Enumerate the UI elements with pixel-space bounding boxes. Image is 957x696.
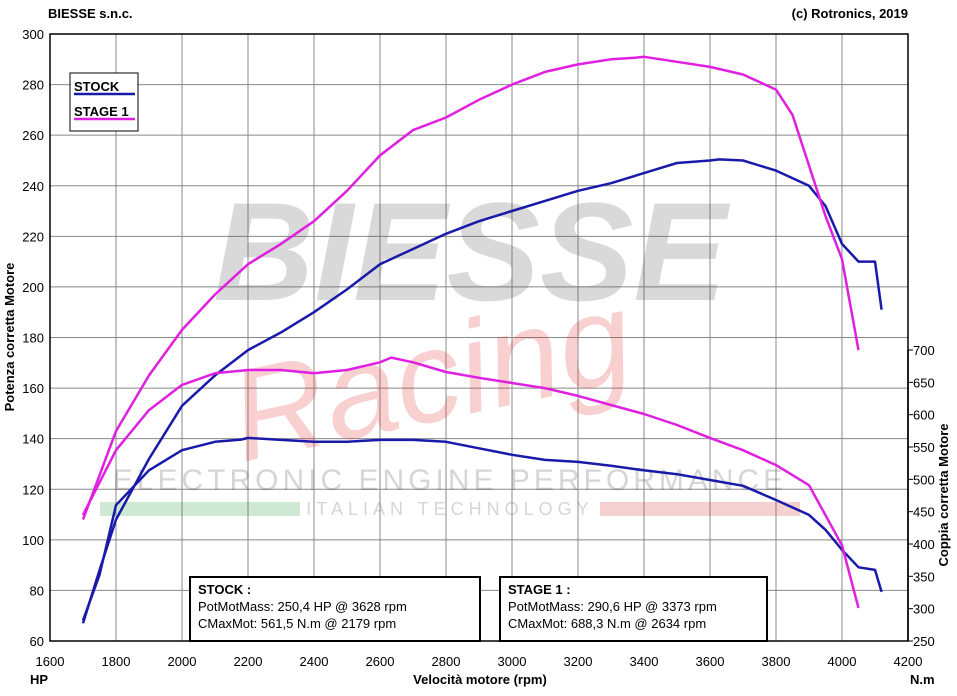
- x-tick-label: 1800: [102, 654, 131, 669]
- info-box: STOCK : PotMotMass: 250,4 HP @ 3628 rpm CM…: [189, 576, 481, 642]
- x-tick-label: 2000: [168, 654, 197, 669]
- x-tick-label: 1600: [36, 654, 65, 669]
- y-tick-label: 100: [22, 533, 44, 548]
- x-tick-label: 3400: [630, 654, 659, 669]
- info-line: PotMotMass: 290,6 HP @ 3373 rpm: [508, 599, 717, 614]
- legend-label: STOCK: [74, 79, 120, 94]
- y2-tick-label: 350: [913, 569, 935, 584]
- y2-tick-label: 550: [913, 440, 935, 455]
- x-tick-label: 2600: [366, 654, 395, 669]
- series-line: [81, 55, 860, 521]
- info-title: STAGE 1 :: [508, 582, 571, 597]
- info-box: STAGE 1 : PotMotMass: 290,6 HP @ 3373 rpm…: [499, 576, 768, 642]
- y2-tick-label: 400: [913, 537, 935, 552]
- y-tick-label: 300: [22, 27, 44, 42]
- y2-tick-label: 450: [913, 505, 935, 520]
- x-tick-label: 4200: [894, 654, 923, 669]
- info-frame: [189, 576, 481, 642]
- y-tick-label: 220: [22, 229, 44, 244]
- watermark-stripe: [600, 502, 800, 516]
- info-line: CMaxMot: 561,5 N.m @ 2179 rpm: [198, 616, 396, 631]
- x-unit: HP: [30, 672, 48, 687]
- legend-label: STAGE 1: [74, 104, 129, 119]
- y-axis-label: Potenza corretta Motore: [2, 263, 17, 412]
- y-tick-label: 80: [30, 583, 44, 598]
- y-tick-label: 120: [22, 482, 44, 497]
- watermark-stripe: [100, 502, 300, 516]
- y-tick-label: 280: [22, 78, 44, 93]
- info-line: PotMotMass: 250,4 HP @ 3628 rpm: [198, 599, 407, 614]
- x-tick-label: 3000: [498, 654, 527, 669]
- y2-tick-label: 650: [913, 375, 935, 390]
- y2-tick-label: 300: [913, 602, 935, 617]
- chart-title: BIESSE s.n.c.: [48, 6, 133, 21]
- y2-tick-label: 250: [913, 634, 935, 649]
- watermark-logo: BIESSE: [213, 173, 730, 330]
- info-title: STOCK :: [198, 582, 251, 597]
- series-line: [81, 356, 860, 609]
- watermark-tagline: ELECTRONIC ENGINE PERFORMANCE: [113, 464, 787, 497]
- y-tick-label: 140: [22, 432, 44, 447]
- chart-subtitle: (c) Rotronics, 2019: [792, 6, 908, 21]
- y-tick-label: 180: [22, 331, 44, 346]
- series-line: [81, 158, 883, 624]
- y2-axis-label: Coppia corretta Motore: [936, 423, 951, 566]
- y-tick-label: 260: [22, 128, 44, 143]
- y-tick-label: 200: [22, 280, 44, 295]
- y-tick-label: 60: [30, 634, 44, 649]
- y-tick-label: 240: [22, 179, 44, 194]
- y2-tick-label: 700: [913, 343, 935, 358]
- x-tick-label: 2800: [432, 654, 461, 669]
- x-tick-label: 2400: [300, 654, 329, 669]
- info-frame: [499, 576, 768, 642]
- info-line: CMaxMot: 688,3 N.m @ 2634 rpm: [508, 616, 706, 631]
- x-tick-label: 4000: [828, 654, 857, 669]
- legend: STOCK STAGE 1: [69, 72, 139, 132]
- x-tick-label: 3600: [696, 654, 725, 669]
- y-tick-label: 160: [22, 381, 44, 396]
- y2-tick-label: 500: [913, 472, 935, 487]
- x-tick-label: 2200: [234, 654, 263, 669]
- y2-tick-label: 600: [913, 408, 935, 423]
- y2-unit: N.m: [910, 672, 935, 687]
- x-tick-label: 3800: [762, 654, 791, 669]
- watermark-subtag: ITALIAN TECHNOLOGY: [306, 499, 593, 519]
- legend-box: [69, 72, 139, 132]
- x-axis-label: Velocità motore (rpm): [413, 672, 547, 687]
- x-tick-label: 3200: [564, 654, 593, 669]
- series-line: [81, 436, 883, 621]
